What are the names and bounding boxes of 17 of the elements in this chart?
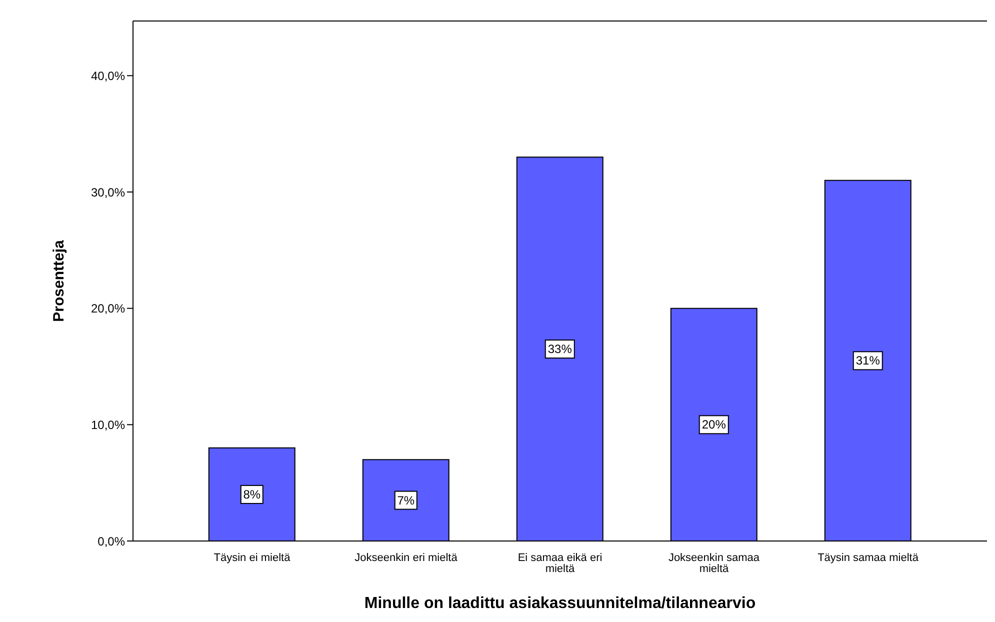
x-tick-label: Jokseenkin eri mieltä [354, 552, 458, 564]
y-axis-title: Prosentteja [50, 240, 68, 322]
y-tick-label: 0,0% [98, 534, 126, 548]
x-axis-title: Minulle on laadittu asiakassuunnitelma/tilannearvio [364, 595, 756, 612]
x-tick-label: Täysin ei mieltä [214, 552, 292, 564]
data-label: 33% [548, 342, 572, 356]
data-label: 31% [856, 354, 880, 368]
data-label: 8% [243, 487, 261, 502]
data-label: 7% [397, 493, 415, 508]
x-tick-label: Jokseenkin samaa mieltä [668, 552, 760, 575]
y-tick-label: 40,0% [90, 68, 126, 83]
data-label: 20% [702, 418, 726, 432]
x-tick-label: Täysin samaa mieltä [818, 552, 920, 564]
y-tick-label: 20,0% [90, 302, 126, 316]
x-tick-label: Ei samaa eikä eri mieltä [518, 552, 602, 575]
y-tick-label: 10,0% [90, 418, 126, 432]
y-tick-label: 30,0% [90, 185, 126, 200]
